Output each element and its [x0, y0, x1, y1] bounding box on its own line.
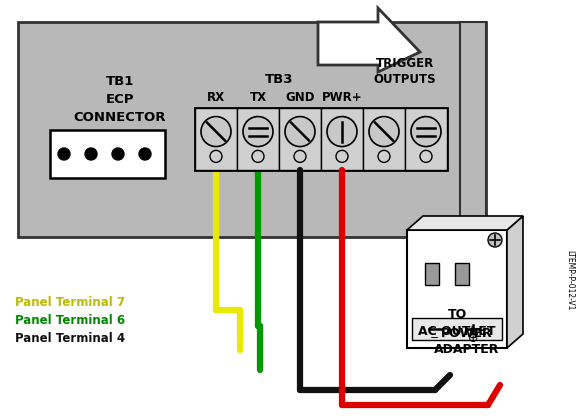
Circle shape — [252, 150, 264, 162]
Text: TO
AC OUTLET: TO AC OUTLET — [418, 308, 496, 338]
Bar — [195, 108, 237, 170]
Text: TB3: TB3 — [264, 73, 293, 86]
Text: POWER
ADAPTER: POWER ADAPTER — [434, 327, 500, 356]
Text: Panel Terminal 4: Panel Terminal 4 — [15, 332, 125, 344]
Text: LTEMP-P-012-V1: LTEMP-P-012-V1 — [566, 250, 575, 310]
Circle shape — [327, 116, 357, 146]
Bar — [407, 230, 507, 348]
Circle shape — [369, 116, 399, 146]
Circle shape — [411, 116, 441, 146]
Bar — [460, 22, 486, 237]
Bar — [405, 108, 447, 170]
Bar — [279, 108, 321, 170]
Text: GND: GND — [285, 91, 315, 104]
Circle shape — [488, 233, 502, 247]
Bar — [321, 108, 363, 170]
Circle shape — [139, 148, 151, 160]
Polygon shape — [507, 216, 523, 348]
Bar — [195, 108, 447, 170]
Text: TB1
ECP
CONNECTOR: TB1 ECP CONNECTOR — [74, 75, 166, 124]
Circle shape — [58, 148, 70, 160]
Circle shape — [294, 150, 306, 162]
Circle shape — [420, 150, 432, 162]
Bar — [425, 263, 439, 285]
Text: TX: TX — [249, 91, 267, 104]
Bar — [237, 108, 279, 170]
Polygon shape — [318, 8, 420, 72]
Circle shape — [285, 116, 315, 146]
Text: ⊕: ⊕ — [467, 332, 478, 344]
Bar — [18, 22, 486, 237]
Circle shape — [243, 116, 273, 146]
Text: Panel Terminal 6: Panel Terminal 6 — [15, 314, 125, 327]
Circle shape — [201, 116, 231, 146]
Text: RX: RX — [207, 91, 225, 104]
Text: Panel Terminal 7: Panel Terminal 7 — [15, 295, 125, 309]
Text: PWR+: PWR+ — [322, 91, 362, 104]
Text: TRIGGER
OUTPUTS: TRIGGER OUTPUTS — [374, 57, 436, 86]
Bar — [412, 318, 502, 340]
Bar — [455, 263, 469, 285]
Circle shape — [85, 148, 97, 160]
Bar — [363, 108, 405, 170]
Circle shape — [336, 150, 348, 162]
Circle shape — [112, 148, 124, 160]
Bar — [50, 130, 165, 178]
Polygon shape — [407, 216, 523, 230]
Text: −: − — [430, 333, 440, 343]
Circle shape — [378, 150, 390, 162]
Circle shape — [210, 150, 222, 162]
